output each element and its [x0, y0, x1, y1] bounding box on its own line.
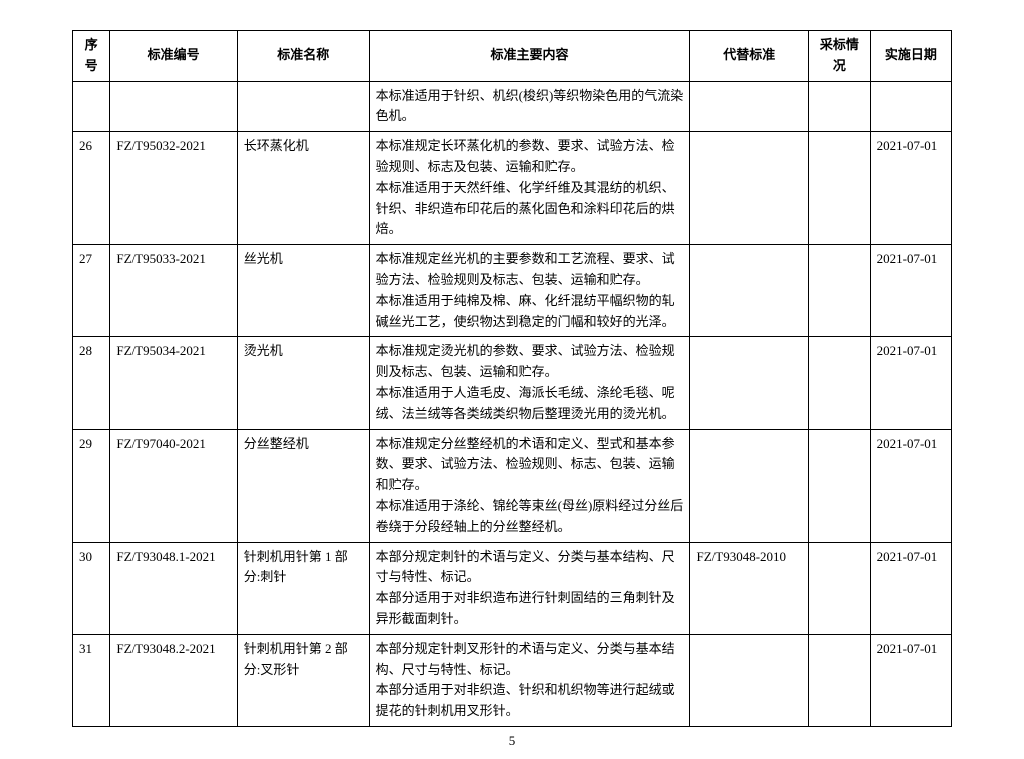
cell-repl	[690, 245, 809, 337]
cell-adopt	[809, 634, 871, 726]
cell-code: FZ/T95034-2021	[110, 337, 237, 429]
cell-date: 2021-07-01	[870, 337, 951, 429]
cell-date: 2021-07-01	[870, 429, 951, 542]
cell-date: 2021-07-01	[870, 132, 951, 245]
cell-seq: 28	[73, 337, 110, 429]
document-page: 序号 标准编号 标准名称 标准主要内容 代替标准 采标情况 实施日期 本标准适用…	[0, 0, 1024, 759]
table-body: 本标准适用于针织、机织(梭织)等织物染色用的气流染色机。 26 FZ/T9503…	[73, 81, 952, 726]
cell-seq: 29	[73, 429, 110, 542]
page-number: 5	[72, 733, 952, 749]
cell-name: 丝光机	[237, 245, 369, 337]
col-header-repl: 代替标准	[690, 31, 809, 82]
cell-code	[110, 81, 237, 132]
col-header-adopt: 采标情况	[809, 31, 871, 82]
cell-repl	[690, 132, 809, 245]
cell-main: 本标准规定长环蒸化机的参数、要求、试验方法、检验规则、标志及包装、运输和贮存。本…	[369, 132, 690, 245]
cell-main: 本标准规定丝光机的主要参数和工艺流程、要求、试验方法、检验规则及标志、包装、运输…	[369, 245, 690, 337]
col-header-name: 标准名称	[237, 31, 369, 82]
cell-date: 2021-07-01	[870, 245, 951, 337]
cell-main: 本标准适用于针织、机织(梭织)等织物染色用的气流染色机。	[369, 81, 690, 132]
cell-main: 本标准规定分丝整经机的术语和定义、型式和基本参数、要求、试验方法、检验规则、标志…	[369, 429, 690, 542]
cell-name: 烫光机	[237, 337, 369, 429]
cell-date: 2021-07-01	[870, 634, 951, 726]
cell-repl	[690, 337, 809, 429]
table-row: 30 FZ/T93048.1-2021 针刺机用针第 1 部分:刺针 本部分规定…	[73, 542, 952, 634]
table-row: 31 FZ/T93048.2-2021 针刺机用针第 2 部分:叉形针 本部分规…	[73, 634, 952, 726]
cell-main: 本标准规定烫光机的参数、要求、试验方法、检验规则及标志、包装、运输和贮存。本标准…	[369, 337, 690, 429]
cell-seq: 31	[73, 634, 110, 726]
table-row: 29 FZ/T97040-2021 分丝整经机 本标准规定分丝整经机的术语和定义…	[73, 429, 952, 542]
cell-seq: 27	[73, 245, 110, 337]
table-header-row: 序号 标准编号 标准名称 标准主要内容 代替标准 采标情况 实施日期	[73, 31, 952, 82]
cell-seq: 26	[73, 132, 110, 245]
cell-seq	[73, 81, 110, 132]
table-row: 28 FZ/T95034-2021 烫光机 本标准规定烫光机的参数、要求、试验方…	[73, 337, 952, 429]
cell-code: FZ/T95032-2021	[110, 132, 237, 245]
cell-date	[870, 81, 951, 132]
cell-name: 针刺机用针第 1 部分:刺针	[237, 542, 369, 634]
cell-repl	[690, 634, 809, 726]
cell-main: 本部分规定针刺叉形针的术语与定义、分类与基本结构、尺寸与特性、标记。本部分适用于…	[369, 634, 690, 726]
cell-repl	[690, 81, 809, 132]
col-header-main: 标准主要内容	[369, 31, 690, 82]
cell-seq: 30	[73, 542, 110, 634]
cell-name	[237, 81, 369, 132]
cell-repl	[690, 429, 809, 542]
cell-repl: FZ/T93048-2010	[690, 542, 809, 634]
cell-name: 分丝整经机	[237, 429, 369, 542]
col-header-seq: 序号	[73, 31, 110, 82]
cell-adopt	[809, 429, 871, 542]
table-row: 26 FZ/T95032-2021 长环蒸化机 本标准规定长环蒸化机的参数、要求…	[73, 132, 952, 245]
cell-name: 针刺机用针第 2 部分:叉形针	[237, 634, 369, 726]
cell-date: 2021-07-01	[870, 542, 951, 634]
table-row: 27 FZ/T95033-2021 丝光机 本标准规定丝光机的主要参数和工艺流程…	[73, 245, 952, 337]
cell-adopt	[809, 81, 871, 132]
cell-main: 本部分规定刺针的术语与定义、分类与基本结构、尺寸与特性、标记。本部分适用于对非织…	[369, 542, 690, 634]
cell-adopt	[809, 132, 871, 245]
cell-name: 长环蒸化机	[237, 132, 369, 245]
cell-code: FZ/T93048.2-2021	[110, 634, 237, 726]
standards-table: 序号 标准编号 标准名称 标准主要内容 代替标准 采标情况 实施日期 本标准适用…	[72, 30, 952, 727]
cell-adopt	[809, 245, 871, 337]
cell-code: FZ/T93048.1-2021	[110, 542, 237, 634]
col-header-date: 实施日期	[870, 31, 951, 82]
cell-code: FZ/T95033-2021	[110, 245, 237, 337]
table-row: 本标准适用于针织、机织(梭织)等织物染色用的气流染色机。	[73, 81, 952, 132]
col-header-code: 标准编号	[110, 31, 237, 82]
cell-adopt	[809, 542, 871, 634]
cell-code: FZ/T97040-2021	[110, 429, 237, 542]
cell-adopt	[809, 337, 871, 429]
